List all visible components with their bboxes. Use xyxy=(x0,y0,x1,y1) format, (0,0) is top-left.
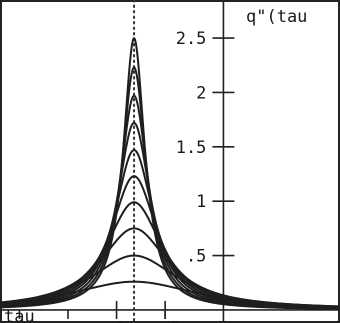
series-curve-6 xyxy=(0,201,340,309)
y-axis-label: q"(tau xyxy=(246,7,307,27)
y-tick-label-3: 1 xyxy=(196,192,206,212)
x-tick-label-1: -.5 xyxy=(150,319,181,323)
labels-layer: 2.521.51.5-1-.5 xyxy=(106,29,206,323)
series-curve-3 xyxy=(0,121,340,310)
y-tick-label-4: .5 xyxy=(186,247,206,267)
series-curve-5 xyxy=(0,175,340,309)
series-curve-9 xyxy=(0,280,340,308)
x-tick-label-0: -1 xyxy=(106,319,126,323)
x-axis-label: tau xyxy=(4,307,35,323)
y-tick-label-1: 2 xyxy=(196,83,206,103)
y-tick-label-0: 2.5 xyxy=(176,29,207,49)
series-curve-4 xyxy=(0,149,340,309)
y-tick-label-2: 1.5 xyxy=(176,138,207,158)
curves-layer xyxy=(0,37,340,310)
